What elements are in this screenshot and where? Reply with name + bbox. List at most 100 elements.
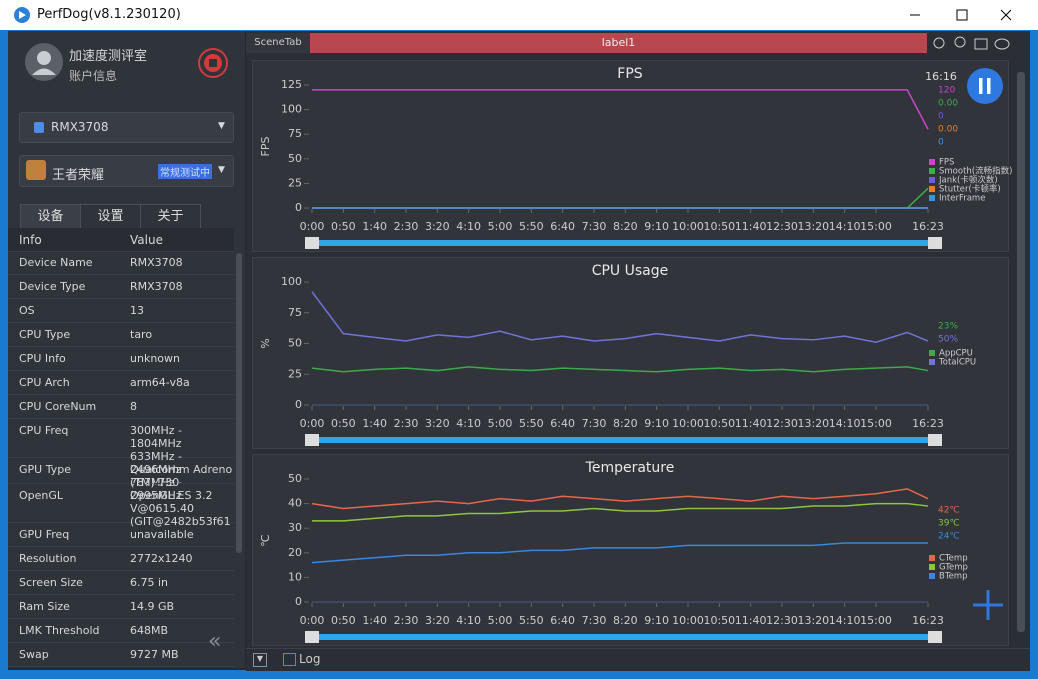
value-line: arm64-v8a [130, 376, 190, 389]
x-tick-label: 1:40 [362, 220, 387, 233]
info-key: GPU Freq [19, 528, 70, 541]
label-tab[interactable]: label1 [310, 33, 927, 53]
legend-swatch [929, 573, 935, 579]
info-value: 9727 MB [130, 648, 179, 661]
info-value: 8 [130, 400, 137, 413]
record-button[interactable] [196, 47, 230, 81]
x-tick-label: 5:00 [488, 220, 513, 233]
slider-handle [928, 631, 942, 643]
x-tick-label: 3:20 [425, 614, 450, 627]
y-tick-label: 50 [288, 337, 302, 350]
x-tick-label: 16:23 [912, 417, 944, 430]
y-tick-label: 25 [288, 176, 302, 189]
y-axis-label: ℃ [259, 534, 272, 546]
x-tick-label: 12:30 [766, 614, 798, 627]
chart-title: FPS [617, 66, 642, 82]
legend-label: FPS [939, 158, 954, 168]
x-tick-label: 10:00 [672, 417, 704, 430]
time-slider[interactable] [305, 237, 942, 249]
device-dropdown[interactable]: RMX3708 ▼ [19, 112, 234, 143]
table-row: GPU Freq unavailable [8, 523, 234, 547]
x-tick-label: 0:50 [331, 220, 356, 233]
y-tick-label: 100 [281, 275, 302, 288]
scene-tab[interactable]: SceneTab [246, 33, 310, 53]
series-line [311, 291, 929, 344]
value-line: V@0615.40 [130, 502, 195, 515]
scrollbar[interactable] [1017, 72, 1025, 632]
tab[interactable]: 关于 [140, 204, 201, 229]
x-tick-label: 13:20 [797, 614, 829, 627]
legend-swatch [929, 186, 935, 192]
dropdown-button[interactable]: ▼ [253, 653, 267, 667]
user-name: 加速度测评室 [69, 49, 148, 64]
x-tick-label: 7:30 [582, 417, 607, 430]
table-row: GPU Type Qualcomm Adreno (TM) 730 [8, 458, 234, 489]
y-tick-label: 0 [295, 595, 302, 608]
current-value: 120 [938, 86, 955, 96]
table-row: OS 13 [8, 299, 234, 323]
app-status: 常规测试中 [158, 164, 212, 179]
legend-label: GTemp [939, 563, 968, 573]
value-line: taro [130, 328, 153, 341]
value-line: (GIT@2482b53f61 [130, 515, 231, 528]
pause-button[interactable] [967, 68, 1003, 104]
x-tick-label: 12:30 [766, 220, 798, 233]
column-header: Info [19, 233, 42, 247]
time-slider[interactable] [305, 631, 942, 643]
table-row: CPU Info unknown [8, 347, 234, 371]
legend-label: TotalCPU [938, 358, 976, 368]
x-tick-label: 11:40 [735, 417, 767, 430]
value-line: Qualcomm Adreno [130, 463, 233, 476]
x-tick-label: 2:30 [394, 417, 419, 430]
account-info[interactable]: 账户信息 [69, 69, 118, 83]
x-tick-label: 14:10 [829, 220, 861, 233]
avatar [25, 43, 63, 81]
info-key: Resolution [19, 552, 77, 565]
table-row: CPU Arch arm64-v8a [8, 371, 234, 395]
value-line: 2772x1240 [130, 552, 193, 565]
value-line: OpenGL ES 3.2 [130, 489, 213, 502]
log-checkbox[interactable] [283, 653, 296, 666]
x-tick-label: 8:20 [613, 417, 638, 430]
x-tick-label: 3:20 [425, 220, 450, 233]
add-button[interactable] [973, 590, 1003, 620]
time-slider[interactable] [305, 434, 942, 446]
tab[interactable]: 设置 [80, 204, 141, 229]
slider-track [305, 240, 940, 246]
x-tick-label: 3:20 [425, 417, 450, 430]
collapse-button[interactable]: « [208, 629, 222, 654]
x-tick-label: 15:00 [860, 220, 892, 233]
x-tick-label: 5:00 [488, 614, 513, 627]
current-value: 0 [938, 112, 944, 122]
current-value: 0.00 [938, 125, 958, 135]
x-tick-label: 13:20 [797, 417, 829, 430]
table-row: Screen Size 6.75 in [8, 571, 234, 595]
y-tick-label: 50 [288, 472, 302, 485]
info-value: OpenGL ES 3.2 V@0615.40 (GIT@2482b53f61 [130, 489, 231, 528]
y-tick-label: 75 [288, 306, 302, 319]
value-line: RMX3708 [130, 280, 183, 293]
y-tick-label: 0 [295, 398, 302, 411]
table-row: OpenGL OpenGL ES 3.2 V@0615.40 (GIT@2482b53… [8, 484, 234, 528]
app-dropdown[interactable]: 王者荣耀 常规测试中 ▼ [19, 155, 234, 187]
x-tick-label: 14:10 [829, 614, 861, 627]
window-controls[interactable] [900, 0, 1038, 30]
slider-track [305, 437, 940, 443]
x-tick-label: 9:10 [644, 614, 669, 627]
window-title: PerfDog(v8.1.230120) [37, 7, 181, 22]
scrollbar[interactable] [236, 253, 242, 553]
slider-handle [305, 631, 319, 643]
value-line: 300MHz - 1804MHz [130, 424, 182, 450]
info-key: CPU CoreNum [19, 400, 97, 413]
slider-handle [305, 237, 319, 249]
info-key: Ram Size [19, 600, 70, 613]
x-tick-label: 12:30 [766, 417, 798, 430]
legend-swatch [929, 350, 935, 356]
table-row: CPU Type taro [8, 323, 234, 347]
value-line: unavailable [130, 528, 194, 541]
value-line: RMX3708 [130, 256, 183, 269]
info-key: Swap [19, 648, 49, 661]
toolbar-icons[interactable] [930, 34, 1026, 54]
info-key: Device Type [19, 280, 86, 293]
info-key: GPU Type [19, 463, 71, 476]
